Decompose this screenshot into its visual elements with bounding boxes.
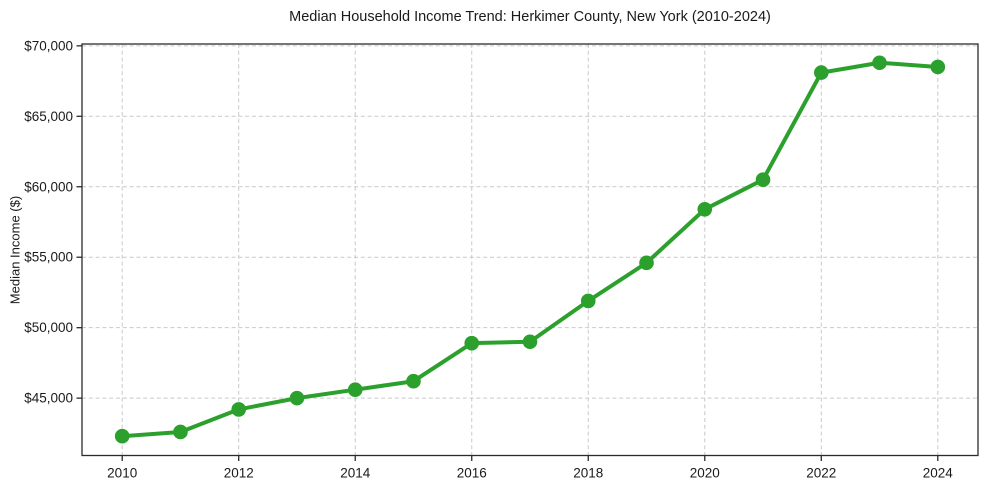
y-tick-label: $70,000 xyxy=(24,38,73,53)
data-point-2020 xyxy=(697,202,713,217)
data-point-2023 xyxy=(872,55,887,71)
y-tick-label: $60,000 xyxy=(24,179,73,194)
x-tick-label: 2020 xyxy=(690,466,720,481)
data-point-2016 xyxy=(464,335,480,351)
data-point-2017 xyxy=(522,334,538,350)
y-tick-label: $65,000 xyxy=(24,109,73,124)
data-point-2021 xyxy=(755,172,771,188)
x-tick-label: 2016 xyxy=(457,466,487,481)
x-tick-label: 2018 xyxy=(573,466,603,481)
y-tick-label: $45,000 xyxy=(24,391,73,406)
x-tick-label: 2012 xyxy=(224,466,254,481)
data-point-2019 xyxy=(639,255,654,271)
data-point-2015 xyxy=(406,373,421,389)
income-trend-line xyxy=(120,60,940,439)
x-tick-label: 2014 xyxy=(340,466,371,481)
plot-border xyxy=(81,43,979,457)
data-point-2024 xyxy=(930,59,946,75)
chart-title: Median Household Income Trend: Herkimer … xyxy=(289,9,771,25)
x-tick-label: 2024 xyxy=(923,466,954,481)
x-tick-label: 2022 xyxy=(806,466,836,481)
data-point-2018 xyxy=(580,293,596,309)
data-point-2011 xyxy=(173,424,188,440)
data-point-2014 xyxy=(347,382,363,397)
x-tick-label: 2010 xyxy=(107,466,137,481)
y-tick-label: $50,000 xyxy=(24,320,73,335)
data-point-2012 xyxy=(231,402,247,417)
data-point-2022 xyxy=(813,65,829,80)
data-point-2013 xyxy=(289,390,305,406)
data-point-2010 xyxy=(114,428,130,444)
y-axis-label: Median Income ($) xyxy=(7,195,23,305)
y-tick-label: $55,000 xyxy=(24,250,73,265)
